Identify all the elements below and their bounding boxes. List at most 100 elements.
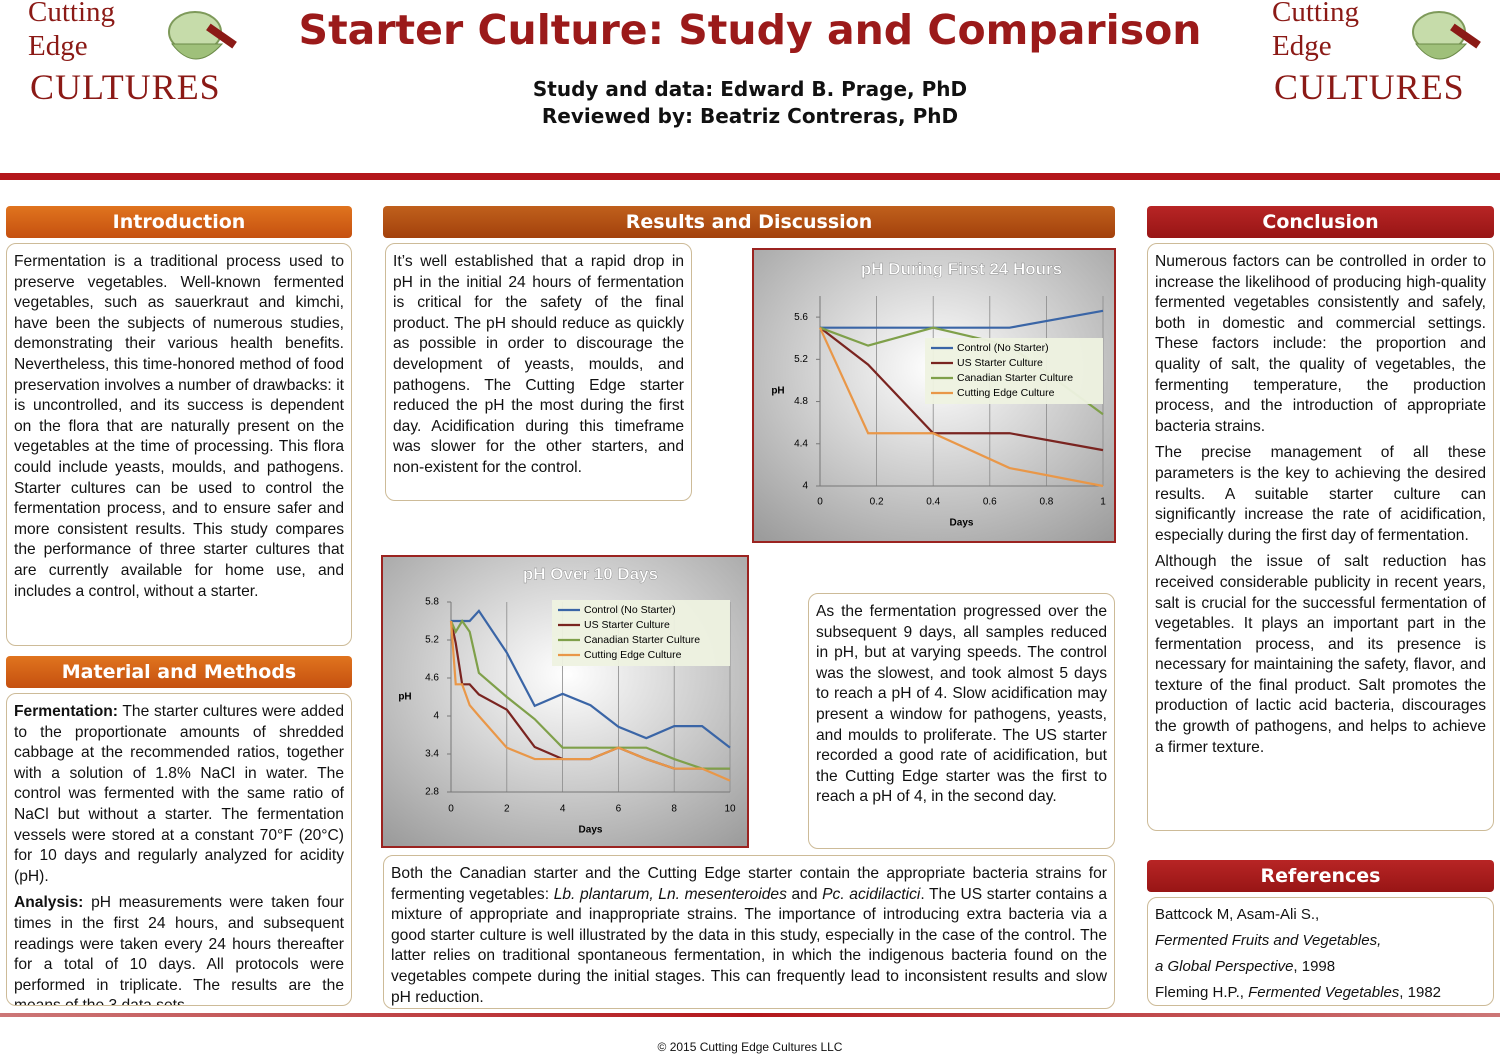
text: The starter cultures were added to the p… [14, 703, 344, 885]
paragraph: Analysis: pH measurements were taken fou… [14, 893, 344, 1006]
logo-left: Cutting Edge CULTURES [28, 0, 248, 110]
legend-label: Cutting Edge Culture [584, 649, 682, 661]
chart: pH During First 24 Hours 4 4.4 4.8 5.2 5.6 0 0.… [752, 248, 1116, 543]
review-credit: Reviewed by: Beatriz Contreras, PhD [541, 104, 959, 128]
results-box: As the fermentation progressed over the … [808, 593, 1115, 849]
x-tick-label: 4 [560, 804, 566, 815]
text: . The US starter contains a mixture of a… [391, 885, 1107, 1006]
section-heading: References [1147, 860, 1494, 892]
y-tick-label: 4 [433, 711, 439, 722]
legend-box [552, 600, 730, 666]
conclusion-box: Numerous factors can be controlled in or… [1147, 243, 1494, 831]
text: , 1982 [1399, 984, 1442, 1001]
reference-line: Battcock M, Asam-Ali S., [1155, 902, 1486, 928]
paragraph: It’s well established that a rapid drop … [393, 253, 684, 476]
legend-label: Control (No Starter) [957, 342, 1049, 354]
reference-line: Fermented Fruits and Vegetables, [1155, 928, 1486, 954]
logo-line: Cutting [28, 0, 116, 28]
footer: © 2015 Cutting Edge Cultures LLC [657, 1040, 843, 1054]
legend-label: US Starter Culture [584, 619, 670, 631]
chart: pH Over 10 Days 2.8 3.4 4 4.6 5.2 5.8 0 2 4 6 8 10 Da… [381, 555, 749, 848]
intro-box: Fermentation is a traditional process us… [6, 243, 352, 646]
logo-line: Edge [1272, 30, 1332, 62]
poster-title: Starter Culture: Study and Comparison [298, 6, 1202, 54]
text: , 1998 [1293, 958, 1336, 975]
references-box: Battcock M, Asam-Ali S., Fermented Fruits… [1147, 897, 1494, 1006]
paragraph: Fermentation is a traditional process us… [14, 253, 344, 600]
y-tick-label: 5.2 [425, 635, 439, 646]
paragraph: Fermentation: The starter cultures were … [14, 702, 344, 887]
italic-text: a Global Perspective [1155, 958, 1294, 975]
logo-line: CULTURES [1274, 67, 1465, 107]
paragraph: Both the Canadian starter and the Cuttin… [391, 864, 1107, 1008]
label: Fermentation: [14, 703, 118, 720]
methods-box: Fermentation: The starter cultures were … [6, 693, 352, 1006]
legend-label: Canadian Starter Culture [957, 372, 1073, 384]
logo-line: Edge [28, 30, 88, 62]
italic-text: Fermented Fruits and Vegetables, [1155, 932, 1382, 949]
text: Both the Canadian starter and the Cuttin… [391, 865, 1107, 903]
study-credit: Study and data: Edward B. Prage, PhD [532, 77, 968, 101]
series-line [818, 327, 1104, 488]
text: Fleming H.P., [1155, 984, 1249, 1001]
y-axis-label: pH [398, 692, 411, 703]
x-tick-label: 0 [817, 497, 823, 508]
chart-title: pH Over 10 Days [523, 564, 658, 583]
legend-label: US Starter Culture [957, 357, 1043, 369]
legend-box [925, 338, 1103, 404]
y-tick-label: 4.4 [794, 438, 808, 449]
x-tick-label: 0.6 [983, 497, 997, 508]
series-line [449, 620, 731, 782]
chart-title: pH During First 24 Hours [861, 259, 1062, 278]
italic-text: Pc. acidilactici [822, 885, 921, 903]
results-box: It’s well established that a rapid drop … [385, 243, 692, 501]
logo-icon [1412, 11, 1481, 60]
x-tick-label: 6 [616, 804, 622, 815]
y-tick-label: 4.6 [425, 673, 439, 684]
paragraph: Although the issue of salt reduction has… [1155, 553, 1486, 756]
legend-label: Cutting Edge Culture [957, 387, 1055, 399]
italic-text: Fermented Vegetables [1248, 984, 1400, 1001]
text: pH measurements were taken four times in… [14, 894, 344, 1006]
x-tick-label: 10 [724, 804, 736, 815]
divider [0, 1013, 1500, 1017]
divider [0, 173, 1500, 180]
y-tick-label: 5.8 [425, 597, 439, 608]
y-tick-label: 5.6 [794, 312, 808, 323]
series-line [449, 618, 730, 770]
x-tick-label: 2 [504, 804, 510, 815]
logo-line: Cutting [1272, 0, 1360, 28]
paragraph: Numerous factors can be controlled in or… [1155, 253, 1486, 435]
y-tick-label: 5.2 [794, 354, 808, 365]
legend-label: Control (No Starter) [584, 604, 676, 616]
section-heading: Conclusion [1147, 206, 1494, 238]
x-axis-label: Days [579, 825, 603, 836]
y-tick-label: 3.4 [425, 749, 439, 760]
section-heading: Introduction [6, 206, 352, 238]
reference-line: a Global Perspective, 1998 [1155, 954, 1486, 980]
x-tick-label: 1 [1100, 497, 1106, 508]
x-tick-label: 0.2 [870, 497, 884, 508]
y-tick-label: 4 [802, 481, 808, 492]
italic-text: Lb. plantarum, Ln. mesenteroides [553, 885, 787, 903]
y-tick-label: 2.8 [425, 787, 439, 798]
x-tick-label: 0.8 [1039, 497, 1053, 508]
x-tick-label: 0 [448, 804, 454, 815]
logo-line: CULTURES [30, 67, 221, 107]
paragraph: As the fermentation progressed over the … [816, 603, 1107, 806]
x-tick-label: 8 [671, 804, 677, 815]
paragraph: The precise management of all these para… [1155, 444, 1486, 544]
x-tick-label: 0.4 [926, 497, 940, 508]
results-box: Both the Canadian starter and the Cuttin… [383, 855, 1115, 1009]
label: Analysis: [14, 894, 84, 912]
section-heading: Material and Methods [6, 656, 352, 688]
reference-line: Fleming H.P., Fermented Vegetables, 1982 [1155, 980, 1486, 1005]
y-tick-label: 4.8 [794, 396, 808, 407]
text: and [786, 885, 823, 903]
section-heading: Results and Discussion [383, 206, 1115, 238]
x-axis-label: Days [950, 518, 974, 529]
legend-label: Canadian Starter Culture [584, 634, 700, 646]
logo-right: Cutting Edge CULTURES [1272, 0, 1492, 110]
y-axis-label: pH [771, 386, 784, 397]
